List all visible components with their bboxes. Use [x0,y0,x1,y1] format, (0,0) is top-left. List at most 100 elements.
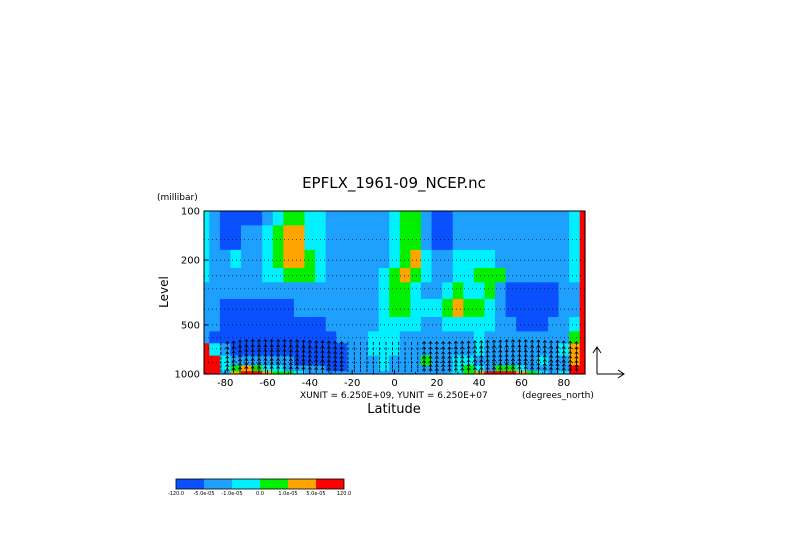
flux-arrow-head [561,355,566,359]
heatmap-cell [558,225,570,251]
flux-arrow-head [275,348,281,353]
flux-arrow-head [244,365,249,369]
heatmap-cell [495,317,507,332]
flux-arrow-head [307,339,312,343]
heatmap-cell [230,249,242,269]
flux-arrow-head [301,349,306,353]
heatmap-cell [346,211,359,226]
heatmap-cell [452,267,464,283]
flux-arrow-head [288,339,293,343]
flux-arrow-head [231,345,236,349]
flux-arrow-head [256,344,262,348]
flux-arrow-head [428,367,433,371]
heatmap-cell [495,298,507,318]
heatmap-cell [230,317,242,332]
flux-arrow-head [282,361,287,365]
colorbar-label: 0.0 [256,491,264,497]
flux-arrow-head [536,362,541,366]
heatmap-cell [558,298,570,318]
flux-arrow-head [434,367,439,371]
flux-arrow-head [225,355,230,359]
heatmap-cell [325,365,337,372]
heatmap-cell [204,282,210,300]
heatmap-cell [219,249,232,269]
heatmap-cell [537,331,549,344]
flux-arrow-head [231,363,236,367]
flux-arrow-head [561,359,566,363]
heatmap-cell [495,282,507,300]
heatmap-cell [346,225,359,251]
heatmap-cell [315,298,327,318]
heatmap-cell [463,371,475,375]
flux-arrow-head [447,346,452,350]
heatmap-cell [484,365,496,372]
flux-arrow-head [498,354,503,358]
heatmap-cell [495,225,507,251]
x-tick-label: 80 [557,378,570,389]
heatmap-cell [346,343,359,357]
flux-arrow-head [498,344,503,348]
flux-arrow-head [250,338,255,342]
flux-arrow-head [263,357,268,361]
heatmap-cell [378,282,390,300]
flux-arrow-head [237,362,243,366]
heatmap-cell [547,211,560,226]
heatmap-cell [272,267,284,283]
heatmap-cell [230,211,242,226]
flux-arrow-head [339,351,344,355]
heatmap-cell [230,267,242,283]
heatmap-cell [442,331,454,344]
heatmap-cell [389,225,401,251]
heatmap-cell [251,298,263,318]
heatmap-cell [204,365,210,372]
heatmap-cell [484,355,496,367]
flux-arrow-head [294,349,300,353]
heatmap-cell [463,267,475,283]
flux-arrow-head [568,355,573,359]
flux-arrow-head [453,355,459,359]
heatmap-cell [230,225,242,251]
flux-arrow-head [466,359,471,363]
x-tick-label: 60 [515,378,528,389]
flux-arrow-head [256,361,262,365]
flux-arrow-head [536,344,541,348]
heatmap-cell [219,343,232,357]
heatmap-cell [505,298,517,318]
heatmap-cell [357,211,369,226]
heatmap-cell [251,225,263,251]
heatmap-cell [251,211,263,226]
flux-arrow-head [441,351,446,355]
flux-arrow-head [479,345,484,349]
heatmap-cell [495,267,507,283]
flux-arrow-head [479,354,484,358]
flux-arrow-head [275,365,281,369]
flux-arrow-head [441,340,446,345]
flux-arrow-head [510,344,516,348]
vector-units-label: XUNIT = 6.250E+09, YUNIT = 6.250E+07 [300,391,488,401]
x-axis: -80 -60 -40 -20 0 20 40 60 80 [203,370,586,389]
heatmap-cell [336,331,348,344]
flux-arrow-head [548,354,554,358]
flux-arrow-head [536,358,541,362]
heatmap-cell [357,267,369,283]
heatmap-cell [304,225,316,251]
heatmap-cell [304,211,316,226]
heatmap-cell [293,343,306,357]
flux-arrow-head [555,340,560,344]
flux-arrow-head [491,349,497,353]
heatmap-cell [473,317,486,332]
heatmap-cell [473,355,486,367]
heatmap-cell [505,267,517,283]
flux-arrow-head [428,346,433,350]
heatmap-cell [293,211,306,226]
heatmap-cell [579,211,586,226]
flux-arrow-head [536,354,541,358]
heatmap-cell [547,267,560,283]
heatmap-cell [204,355,210,367]
flux-arrow-head [333,367,338,371]
flux-arrow-head [504,362,509,366]
flux-arrow-head [282,365,287,369]
heatmap-cell [547,249,560,269]
flux-arrow-head [301,344,306,348]
heatmap-cell [526,211,538,226]
